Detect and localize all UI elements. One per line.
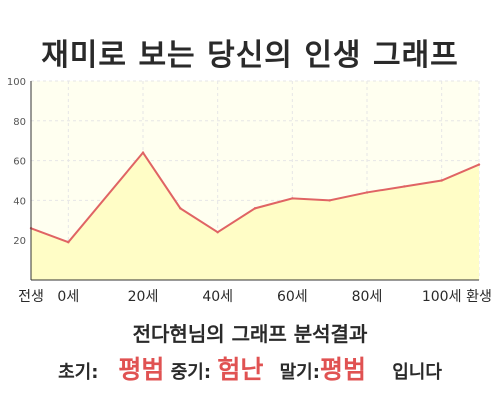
page-title: 재미로 보는 당신의 인생 그래프 <box>41 38 459 73</box>
x-tick-label: 0세 <box>57 289 79 305</box>
y-tick-label: 80 <box>13 117 26 128</box>
y-tick-labels: 20 40 60 80 100 <box>7 77 26 247</box>
data-point <box>440 179 443 182</box>
data-point <box>477 163 481 166</box>
mid-label: 중기: <box>170 362 212 383</box>
x-tick-label: 40세 <box>202 289 233 305</box>
x-tick-label: 20세 <box>128 289 159 305</box>
area-fill <box>31 152 479 280</box>
data-point <box>67 240 70 244</box>
analysis-result: 초기: 평범 중기: 험난 말기:평범 입니다 <box>0 350 500 386</box>
series-line <box>30 150 480 244</box>
late-value: 평범 <box>319 355 366 384</box>
y-tick-label: 20 <box>13 236 26 247</box>
early-value: 평범 <box>118 355 165 384</box>
y-tick-label: 60 <box>13 157 26 168</box>
data-point <box>253 207 257 210</box>
late-label: 말기: <box>279 362 320 383</box>
x-tick-label: 100세 <box>422 289 462 305</box>
y-tick-label: 100 <box>7 77 26 88</box>
data-point <box>291 197 294 200</box>
early-label: 초기: <box>58 362 99 383</box>
analysis-title: 전다현님의 그래프 분석결과 <box>132 322 368 346</box>
verdict-suffix: 입니다 <box>392 362 442 383</box>
x-tick-label: 80세 <box>352 289 383 305</box>
data-point <box>328 199 331 202</box>
data-point <box>179 207 182 210</box>
data-point <box>365 191 369 194</box>
mid-value: 험난 <box>217 355 264 384</box>
data-point <box>216 231 219 234</box>
y-tick-label: 40 <box>13 196 26 207</box>
x-tick-labels: 전생 0세 20세 40세 60세 80세 100세 환생 <box>18 289 492 305</box>
x-tick-label: 60세 <box>277 289 308 305</box>
data-point <box>141 151 145 154</box>
data-point <box>403 185 406 188</box>
x-tick-label: 전생 <box>18 289 44 305</box>
x-tick-label: 환생 <box>466 289 492 305</box>
